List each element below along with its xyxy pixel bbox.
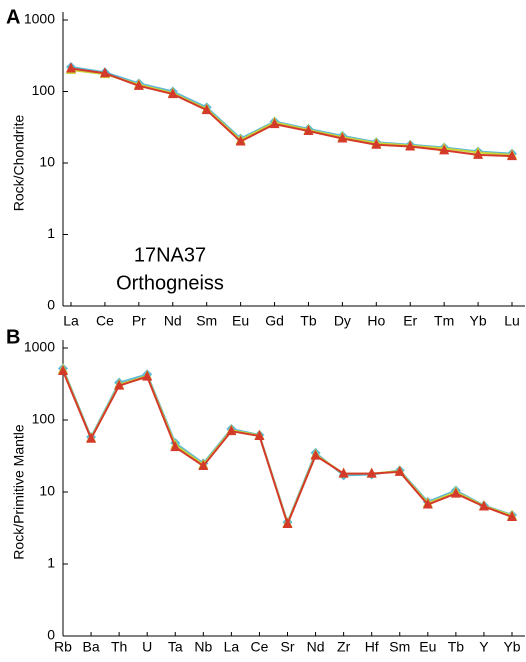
- point: [303, 125, 314, 136]
- point: [198, 459, 209, 470]
- point: [394, 465, 405, 476]
- x-tick-label: Tm: [434, 313, 454, 329]
- annotation: Orthogneiss: [116, 272, 224, 294]
- x-tick-label: Pr: [132, 313, 146, 329]
- x-tick-label: Sr: [281, 639, 295, 655]
- x-tick-label: Yb: [470, 313, 487, 329]
- point: [254, 429, 265, 440]
- x-tick-label: Ho: [367, 313, 385, 329]
- x-tick-label: Nd: [307, 639, 325, 655]
- point: [422, 498, 433, 509]
- x-tick-label: La: [63, 313, 79, 329]
- series-line: [62, 370, 513, 527]
- y-tick-label: 10: [39, 483, 55, 499]
- x-tick-label: Ba: [83, 639, 100, 655]
- x-tick-label: Y: [479, 639, 489, 655]
- point: [58, 364, 68, 375]
- point: [366, 467, 377, 478]
- series-line: [62, 368, 513, 526]
- x-tick-label: Gd: [265, 313, 284, 329]
- point: [66, 62, 76, 73]
- y-axis-title: Rock/Chondrite: [11, 115, 27, 212]
- y-tick-label: 10: [39, 154, 55, 170]
- x-tick-label: Th: [111, 639, 127, 655]
- y-tick-label: 1000: [24, 11, 55, 27]
- annotation: 17NA37: [134, 244, 206, 266]
- x-tick-label: Ta: [168, 639, 183, 655]
- x-tick-label: Tb: [300, 313, 317, 329]
- y-axis-title: Rock/Primitive Mantle: [11, 424, 27, 560]
- point: [478, 500, 489, 511]
- x-tick-label: Tb: [448, 639, 465, 655]
- x-tick-label: Eu: [232, 313, 249, 329]
- series-line: [70, 67, 513, 158]
- point: [133, 79, 144, 90]
- x-tick-label: Er: [403, 313, 417, 329]
- point: [235, 135, 246, 146]
- point: [507, 150, 517, 161]
- y-tick-label: 1000: [24, 339, 55, 355]
- point: [99, 67, 110, 78]
- point: [142, 370, 153, 381]
- point: [201, 104, 212, 115]
- series-line: [62, 369, 513, 527]
- point: [167, 88, 178, 99]
- series-line: [70, 68, 513, 156]
- x-tick-label: Ce: [96, 313, 114, 329]
- x-tick-label: Zr: [337, 639, 351, 655]
- point: [473, 148, 484, 159]
- y-tick-label: 0: [47, 297, 55, 313]
- x-tick-label: Yb: [503, 639, 520, 655]
- x-tick-label: Lu: [504, 313, 520, 329]
- x-tick-label: Eu: [419, 639, 436, 655]
- point: [450, 487, 461, 498]
- series-line: [70, 66, 513, 155]
- x-tick-label: Sm: [389, 639, 410, 655]
- point: [371, 138, 382, 149]
- x-tick-label: Rb: [54, 639, 72, 655]
- point: [507, 510, 517, 521]
- point: [337, 132, 348, 143]
- point: [114, 379, 125, 390]
- y-tick-label: 1: [47, 555, 55, 571]
- point: [405, 140, 416, 151]
- point: [310, 449, 321, 460]
- x-tick-label: Ce: [250, 639, 268, 655]
- x-tick-label: U: [142, 639, 152, 655]
- point: [86, 432, 97, 443]
- y-tick-label: 0: [47, 627, 55, 643]
- x-tick-label: Sm: [196, 313, 217, 329]
- point: [439, 144, 450, 155]
- y-tick-label: 1: [47, 225, 55, 241]
- point: [226, 425, 237, 436]
- x-tick-label: La: [224, 639, 240, 655]
- point: [282, 517, 293, 528]
- y-tick-label: 100: [32, 82, 56, 98]
- panel-label: B: [6, 326, 20, 348]
- x-tick-label: Nb: [194, 639, 212, 655]
- panel-label: A: [6, 6, 20, 28]
- x-tick-label: Hf: [365, 639, 379, 655]
- x-tick-label: Dy: [334, 313, 351, 329]
- y-tick-label: 100: [32, 411, 56, 427]
- point: [170, 441, 181, 452]
- point: [338, 467, 349, 478]
- point: [269, 118, 280, 129]
- x-tick-label: Nd: [164, 313, 182, 329]
